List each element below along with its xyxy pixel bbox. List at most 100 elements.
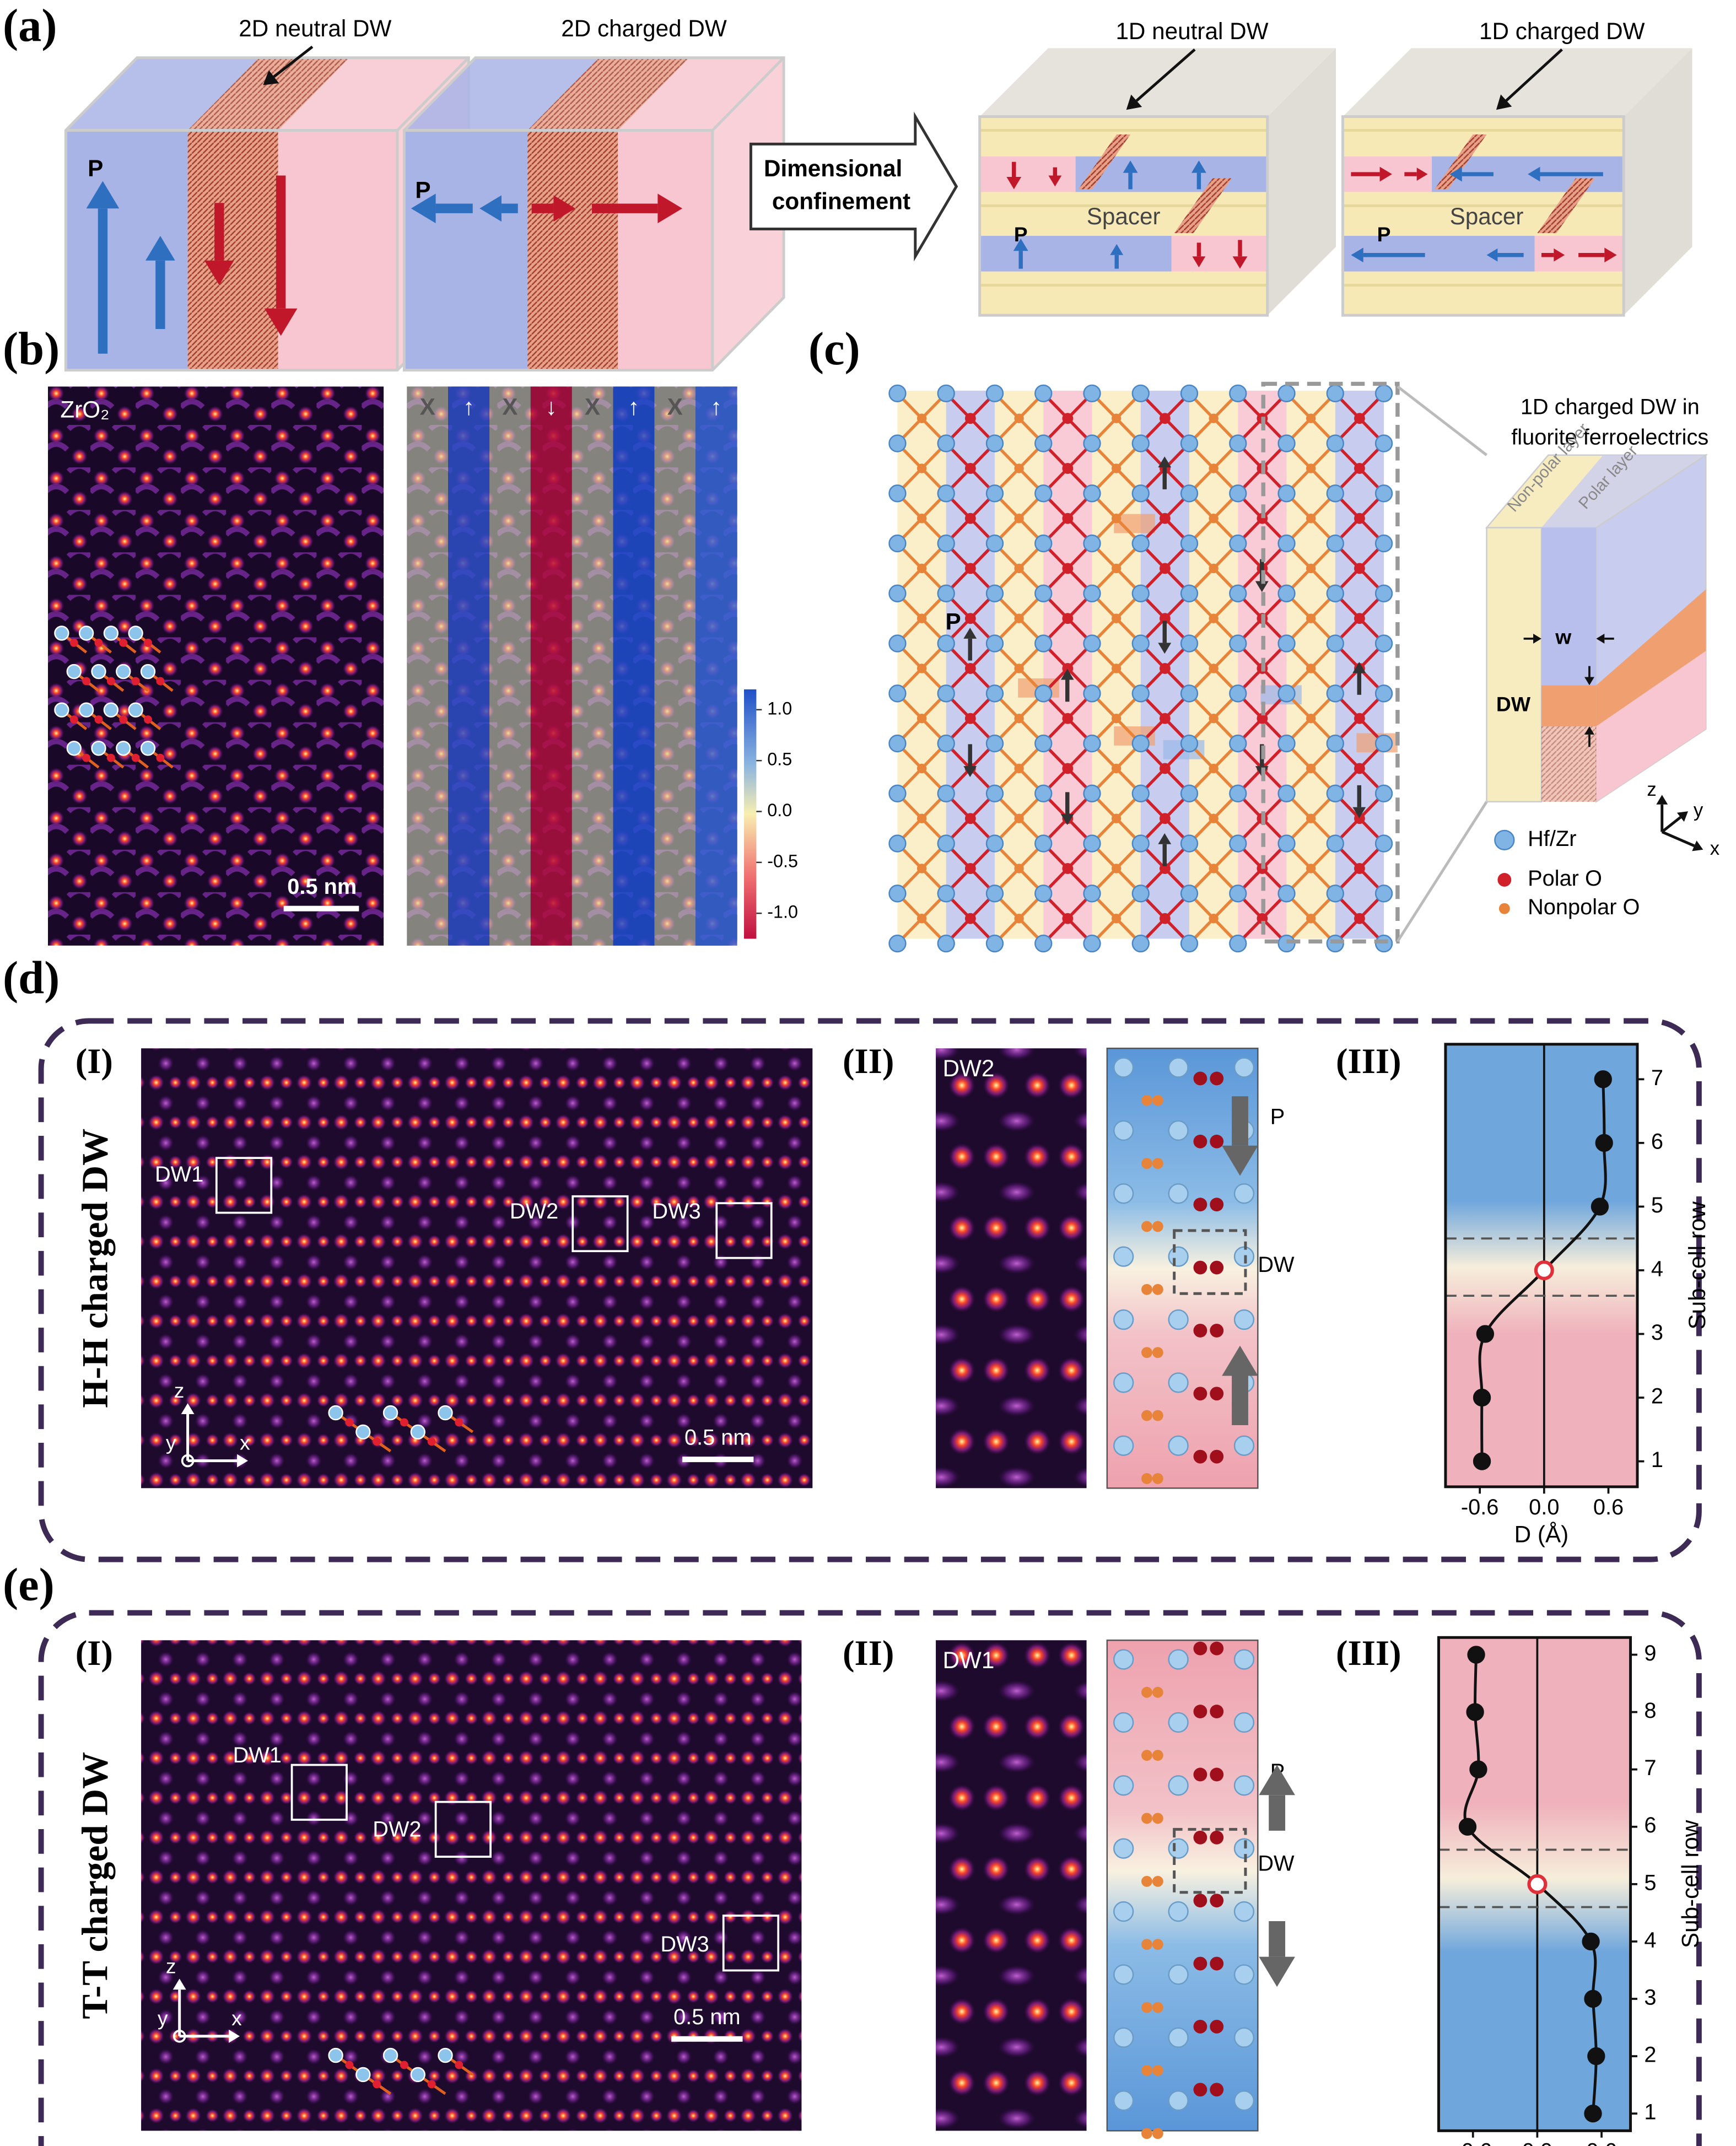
oxygen-atom	[964, 663, 976, 674]
atom	[82, 753, 91, 762]
y-tick-label: 3	[1651, 1320, 1663, 1345]
metal-atom	[888, 584, 907, 602]
arrow-head	[1584, 726, 1594, 735]
y-tick-label: 3	[1644, 1985, 1656, 2009]
label: y	[166, 1431, 176, 1454]
haadf-image	[48, 386, 384, 946]
colorbar-tick-label: 0.0	[767, 800, 792, 820]
label: DW	[1496, 693, 1531, 716]
arrow-head	[86, 181, 120, 209]
colorbar-tick-label: 0.5	[767, 750, 792, 769]
y-tick-label: 4	[1644, 1928, 1656, 1952]
metal-atom	[1131, 534, 1150, 553]
arrow-head	[1351, 247, 1363, 263]
metal-atom	[985, 584, 1004, 602]
label: x	[1710, 838, 1720, 859]
oxygen-atom	[1354, 862, 1365, 874]
oxygen-atom	[1014, 813, 1024, 823]
polarization-column	[613, 386, 655, 946]
atom	[69, 715, 78, 724]
metal-atom	[1277, 534, 1296, 553]
dw-plane	[1435, 134, 1487, 190]
inset-top	[1541, 455, 1706, 528]
oxygen-atom	[1306, 463, 1316, 473]
oxygen-atom	[1159, 513, 1171, 524]
colorbar-tick-label: -1.0	[767, 902, 798, 922]
metal-atom	[1113, 1372, 1134, 1393]
oxygen-atom	[1354, 913, 1365, 924]
atom	[345, 2061, 354, 2069]
atom	[455, 2061, 463, 2069]
oxygen-atom	[1062, 713, 1074, 724]
polarization-label: P	[1270, 1105, 1285, 1129]
oxygen-atom	[1152, 1750, 1163, 1761]
dw-label: DW	[1258, 1852, 1295, 1876]
metal-atom	[1083, 434, 1101, 452]
metal-atom	[1374, 534, 1393, 553]
oxygen-atom	[1193, 1956, 1207, 1971]
panel-label: (e)	[3, 1560, 55, 1611]
metal-atom	[937, 734, 955, 753]
metal-atom	[1083, 734, 1101, 753]
metal-atom	[1168, 1057, 1189, 1078]
atom	[54, 626, 69, 641]
metal-atom	[1374, 634, 1393, 653]
oxygen-atom	[1141, 2128, 1152, 2139]
axis-origin	[172, 2029, 186, 2043]
metal-atom	[1233, 2027, 1255, 2048]
legend-marker	[1498, 903, 1510, 914]
polarization-column	[696, 386, 737, 946]
axis-origin	[181, 1454, 195, 1468]
atom	[66, 664, 82, 680]
metal-atom	[1229, 684, 1247, 703]
metal-atom	[1168, 2090, 1189, 2111]
arrow-head	[1528, 166, 1540, 182]
atom	[128, 702, 143, 718]
oxygen-atom	[1210, 1767, 1224, 1782]
inset-front	[1486, 527, 1543, 802]
oxygen-atom	[1354, 463, 1365, 474]
metal-atom	[1229, 934, 1247, 953]
label: DW2	[942, 1055, 994, 1081]
metal-atom	[888, 534, 907, 553]
metal-atom	[1233, 1057, 1255, 1078]
oxygen-atom	[1014, 613, 1024, 623]
subpanel-label: (I)	[76, 1633, 113, 1673]
metal-atom	[1113, 2027, 1134, 2048]
oxygen-atom	[1111, 613, 1122, 623]
y-tick-label: 8	[1644, 1699, 1656, 1723]
cube-top	[1343, 48, 1692, 117]
confinement-arrow	[749, 111, 958, 262]
metal-atom	[1131, 384, 1150, 403]
dw-box	[715, 1202, 773, 1259]
oxygen-atom	[1193, 1198, 1207, 1212]
metal-atom	[1326, 634, 1344, 653]
metal-atom	[1034, 584, 1053, 602]
oxygen-atom	[1354, 813, 1365, 824]
metal-atom	[888, 684, 907, 703]
metal-atom	[985, 634, 1004, 653]
label: X	[585, 393, 600, 419]
oxygen-atom	[1062, 563, 1074, 574]
label: y	[1694, 799, 1703, 821]
arrow	[1661, 831, 1695, 848]
label: 0.5 nm	[673, 2005, 741, 2029]
metal-atom	[1034, 534, 1053, 553]
label: Spacer	[1450, 203, 1524, 229]
oxygen-atom	[1354, 713, 1365, 724]
atom	[382, 2047, 398, 2063]
metal-atom	[1180, 934, 1199, 953]
oxygen-atom	[1111, 913, 1122, 924]
cube-face	[278, 130, 397, 370]
oxygen-atom	[1354, 613, 1365, 624]
metal-atom	[1168, 1775, 1189, 1796]
oxygen-atom	[964, 813, 976, 824]
label: 1D neutral DW	[1115, 18, 1268, 44]
arrow-head	[229, 2029, 240, 2043]
metal-atom	[1180, 885, 1199, 903]
oxygen-atom	[1141, 1750, 1152, 1761]
oxygen-atom	[1159, 862, 1171, 874]
oxygen-atom	[1210, 1894, 1224, 1908]
oxygen-atom	[1159, 413, 1171, 424]
